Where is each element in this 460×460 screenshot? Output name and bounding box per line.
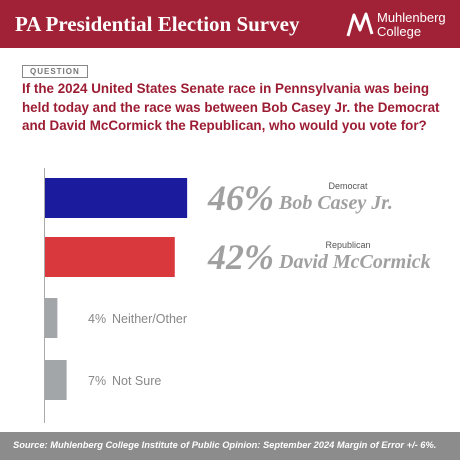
value-label: 46% xyxy=(207,178,274,218)
logo-mark xyxy=(346,12,374,37)
party-label: Republican xyxy=(325,240,370,250)
category-label: Not Sure xyxy=(112,374,161,388)
footer: Source: Muhlenberg College Institute of … xyxy=(0,432,460,460)
question-tag: QUESTION xyxy=(22,65,88,78)
logo: Muhlenberg College xyxy=(345,9,455,41)
bar xyxy=(45,237,175,277)
bar xyxy=(45,178,188,218)
value-label: 42% xyxy=(207,237,274,277)
bar xyxy=(45,360,67,400)
bar xyxy=(45,298,58,338)
category-label: Neither/Other xyxy=(112,312,187,326)
category-label: Bob Casey Jr. xyxy=(278,192,393,214)
header: PA Presidential Election Survey Muhlenbe… xyxy=(0,0,460,48)
logo-text: Muhlenberg xyxy=(377,10,446,25)
party-label: Democrat xyxy=(328,181,368,191)
logo-text: College xyxy=(377,24,422,39)
question: If the 2024 United States Senate race in… xyxy=(22,81,440,133)
value-label: 7% xyxy=(88,374,106,388)
title: PA Presidential Election Survey xyxy=(15,12,300,36)
value-label: 4% xyxy=(88,312,106,326)
category-label: David McCormick xyxy=(278,251,431,273)
source: Source: Muhlenberg College Institute of … xyxy=(13,440,437,450)
